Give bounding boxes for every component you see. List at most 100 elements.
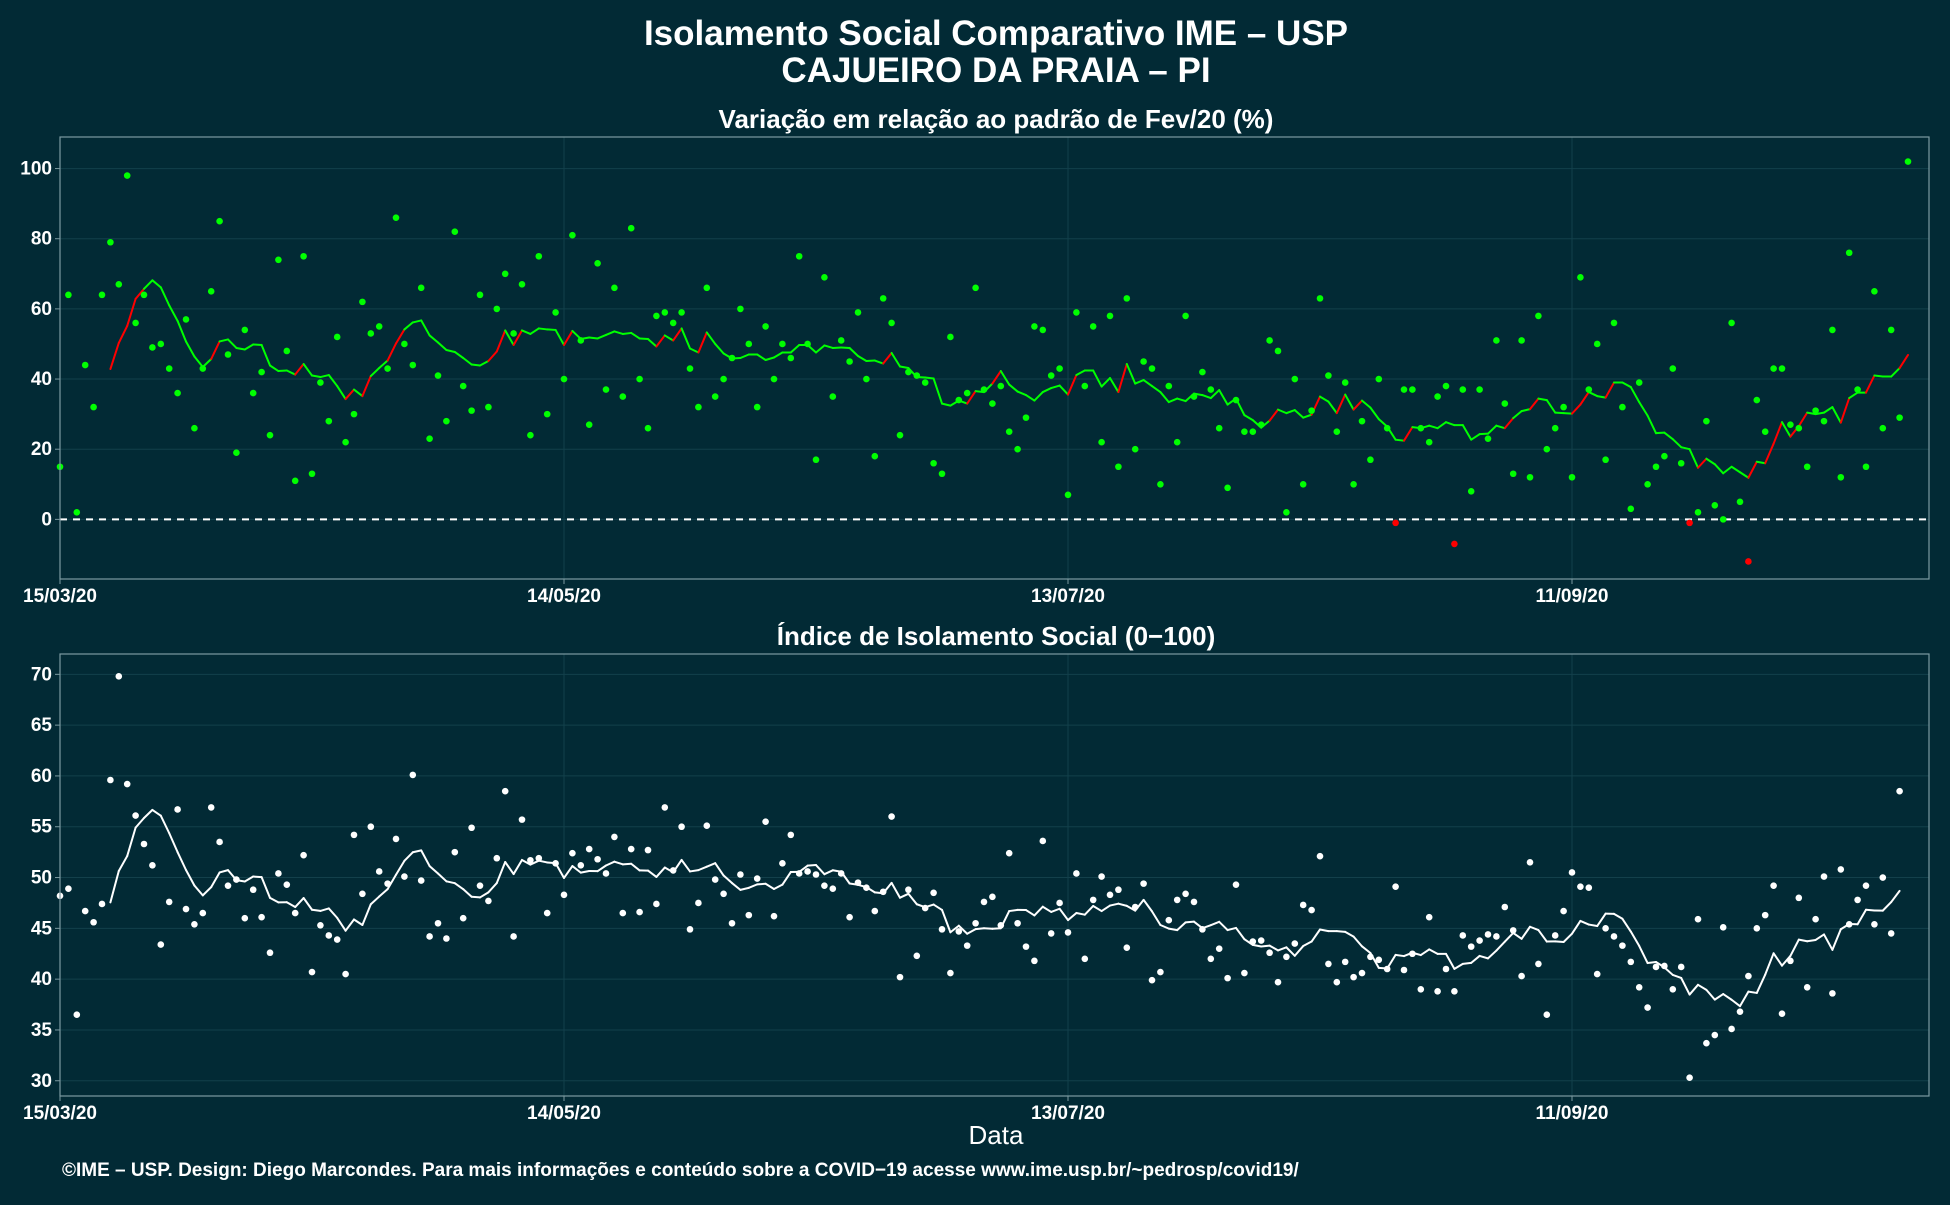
data-point xyxy=(317,379,324,386)
data-point xyxy=(1560,908,1567,915)
data-point xyxy=(972,285,979,292)
moving-average-segment xyxy=(1774,953,1782,965)
data-point xyxy=(351,411,358,418)
moving-average-segment xyxy=(1076,371,1084,376)
moving-average-segment xyxy=(934,905,942,910)
data-point xyxy=(1317,853,1324,860)
data-point xyxy=(149,862,156,869)
moving-average-segment xyxy=(1555,941,1563,942)
data-point xyxy=(939,926,946,933)
moving-average-segment xyxy=(1429,949,1437,953)
moving-average-segment xyxy=(1118,364,1126,392)
data-point xyxy=(552,309,559,316)
moving-average-segment xyxy=(1370,408,1378,420)
moving-average-segment xyxy=(1698,985,1706,990)
moving-average-segment xyxy=(488,351,496,361)
moving-average-segment xyxy=(346,390,354,400)
data-point xyxy=(687,365,694,372)
data-point xyxy=(1292,940,1299,947)
data-point xyxy=(1854,897,1861,904)
moving-average-segment xyxy=(346,919,354,930)
data-point xyxy=(1518,973,1525,980)
data-point xyxy=(544,411,551,418)
data-point xyxy=(1502,400,1509,407)
data-point xyxy=(368,823,375,830)
x-tick-label: 13/07/20 xyxy=(1031,586,1105,607)
moving-average-segment xyxy=(749,884,757,887)
data-point xyxy=(1602,925,1609,932)
data-point xyxy=(65,885,72,892)
moving-average-segment xyxy=(1757,462,1765,464)
moving-average-segment xyxy=(782,872,790,885)
moving-average-segment xyxy=(480,892,488,897)
data-point xyxy=(242,327,249,334)
moving-average-segment xyxy=(1261,946,1269,947)
moving-average-segment xyxy=(1135,380,1143,384)
data-point xyxy=(1048,372,1055,379)
data-point xyxy=(863,884,870,891)
moving-average-segment xyxy=(1068,375,1076,395)
data-point xyxy=(1258,937,1265,944)
data-point xyxy=(443,418,450,425)
data-point xyxy=(65,292,72,299)
moving-average-segment xyxy=(1202,395,1210,398)
data-point xyxy=(897,974,904,981)
data-point xyxy=(863,376,870,383)
y-tick-label: 55 xyxy=(31,817,53,838)
moving-average-segment xyxy=(421,850,429,866)
data-point xyxy=(1359,970,1366,977)
data-point xyxy=(233,449,240,456)
moving-average-segment xyxy=(715,344,723,354)
data-point xyxy=(989,894,996,901)
data-point xyxy=(116,281,123,288)
data-point xyxy=(225,882,232,889)
moving-average-segment xyxy=(606,862,614,866)
moving-average-segment xyxy=(1295,946,1303,956)
data-point xyxy=(720,890,727,897)
data-point xyxy=(1779,365,1786,372)
data-point xyxy=(872,453,879,460)
moving-average-segment xyxy=(371,368,379,376)
moving-average-segment xyxy=(606,331,614,335)
moving-average-segment xyxy=(1564,413,1572,414)
data-point xyxy=(1703,418,1710,425)
data-point xyxy=(1745,558,1752,565)
data-point xyxy=(636,909,643,916)
data-point xyxy=(376,323,383,330)
moving-average-segment xyxy=(354,919,362,925)
data-point xyxy=(1098,873,1105,880)
moving-average-segment xyxy=(1320,930,1328,932)
moving-average-segment xyxy=(1034,392,1042,401)
data-point xyxy=(779,860,786,867)
moving-average-segment xyxy=(379,889,387,896)
data-point xyxy=(1686,520,1693,527)
data-point xyxy=(746,912,753,919)
data-point xyxy=(158,941,165,948)
data-point xyxy=(477,292,484,299)
data-point xyxy=(1468,488,1475,495)
data-point xyxy=(645,425,652,432)
moving-average-segment xyxy=(1832,929,1840,950)
data-point xyxy=(1838,866,1845,873)
data-point xyxy=(1518,337,1525,344)
data-point xyxy=(662,309,669,316)
data-point xyxy=(393,214,400,221)
moving-average-segment xyxy=(1748,462,1756,478)
data-point xyxy=(972,920,979,927)
moving-average-segment xyxy=(178,321,186,342)
moving-average-segment xyxy=(766,884,774,889)
moving-average-segment xyxy=(430,866,438,873)
data-point xyxy=(569,850,576,857)
data-point xyxy=(250,390,257,397)
data-point xyxy=(653,313,660,320)
data-point xyxy=(393,836,400,843)
moving-average-segment xyxy=(1177,399,1185,402)
data-point xyxy=(208,288,215,295)
moving-average-segment xyxy=(1572,405,1580,414)
y-tick-label: 45 xyxy=(31,918,53,939)
moving-average-segment xyxy=(1278,947,1286,950)
moving-average-segment xyxy=(1572,921,1580,934)
moving-average-segment xyxy=(1538,930,1546,941)
data-point xyxy=(746,341,753,348)
